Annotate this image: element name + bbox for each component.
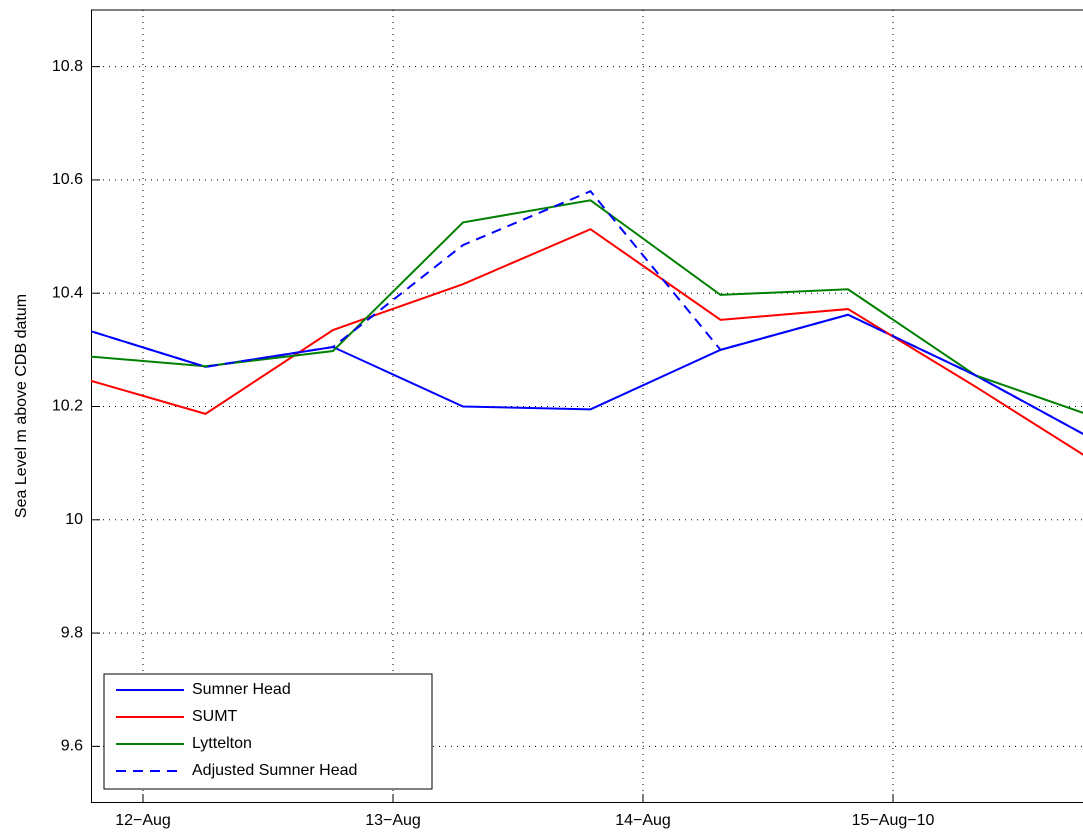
y-tick-label: 9.6 <box>61 738 83 755</box>
y-tick-label: 9.8 <box>61 624 83 641</box>
legend-label: SUMT <box>192 708 238 725</box>
x-tick-label: 13−Aug <box>365 812 421 829</box>
legend-label: Sumner Head <box>192 681 291 698</box>
data-line <box>91 190 1083 436</box>
axis-frame <box>91 9 1083 803</box>
legend-label: Lyttelton <box>192 735 252 752</box>
y-tick-label: 10.6 <box>52 171 83 188</box>
y-tick-label: 10.4 <box>52 284 83 301</box>
y-tick-label: 10 <box>65 511 83 528</box>
legend-box <box>103 673 433 790</box>
plot-area <box>91 190 1083 456</box>
y-tick-label: 10.2 <box>52 398 83 415</box>
legend-label: Adjusted Sumner Head <box>192 762 357 779</box>
y-axis-label: Sea Level m above CDB datum <box>13 294 30 518</box>
data-line <box>91 228 1083 456</box>
x-tick-label: 14−Aug <box>615 812 671 829</box>
x-tick-label: 12−Aug <box>115 812 171 829</box>
y-tick-label: 10.8 <box>52 58 83 75</box>
x-tick-label: 15−Aug−10 <box>852 812 935 829</box>
